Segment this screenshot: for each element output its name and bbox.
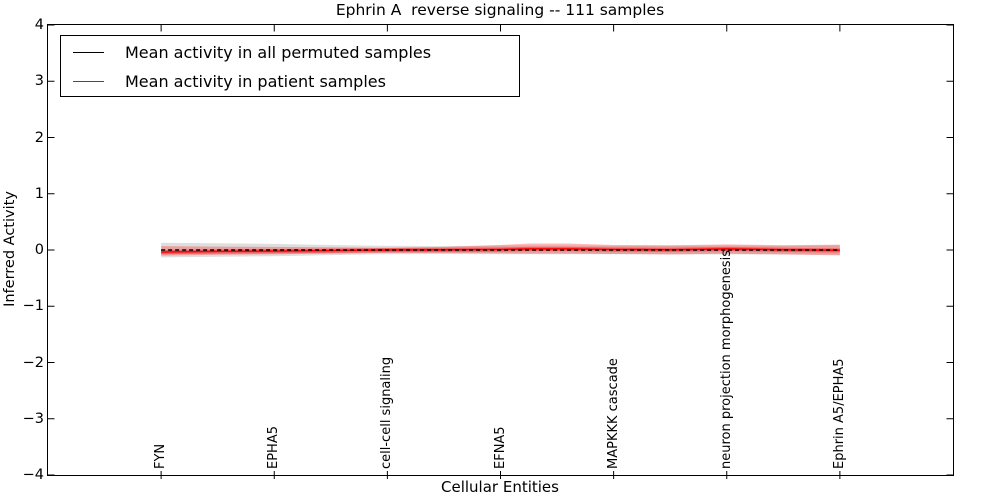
y-tick-label: −1 (22, 298, 44, 315)
plot-area: 4 3 2 1 0 −1 −2 −3 −4 FYN EPHA5 cell-cell signalin… (23, 17, 954, 483)
legend-box: Mean activity in all permuted samples Me… (60, 35, 520, 97)
legend-label-permuted: Mean activity in all permuted samples (125, 42, 432, 62)
y-tick-label: −4 (22, 467, 44, 483)
chart-title: Ephrin A reverse signaling -- 111 sample… (335, 1, 665, 19)
y-tick-label: 2 (34, 129, 44, 146)
permuted-line-swatch-icon (73, 51, 104, 53)
x-tick-label: cell-cell signaling (379, 356, 395, 469)
x-tick-label: Ephrin A5/EPHA5 (831, 358, 847, 469)
patient-line-swatch-icon (73, 80, 104, 82)
y-tick-label: 4 (34, 17, 44, 33)
y-tick-label: 3 (34, 73, 44, 90)
plot-svg (48, 24, 953, 479)
y-tick-label: 1 (34, 185, 44, 202)
x-axis-title: Cellular Entities (441, 478, 559, 496)
x-tick-label: EFNA5 (492, 426, 508, 469)
series-line-patient (161, 248, 840, 253)
legend-entry-permuted: Mean activity in all permuted samples (61, 38, 519, 66)
legend-label-patient: Mean activity in patient samples (125, 71, 386, 91)
x-tick-label: EPHA5 (266, 426, 282, 469)
x-tick-label: MAPKKK cascade (605, 358, 621, 469)
y-tick-label: −2 (22, 354, 44, 371)
y-tick-label: 0 (34, 242, 44, 258)
x-tick-label: neuron projection morphogenesis (718, 250, 734, 469)
y-tick-label: −3 (22, 410, 44, 427)
legend-entry-patient: Mean activity in patient samples (61, 67, 519, 95)
y-axis-title: Inferred Activity (2, 191, 18, 307)
x-tick-label: FYN (153, 443, 169, 469)
